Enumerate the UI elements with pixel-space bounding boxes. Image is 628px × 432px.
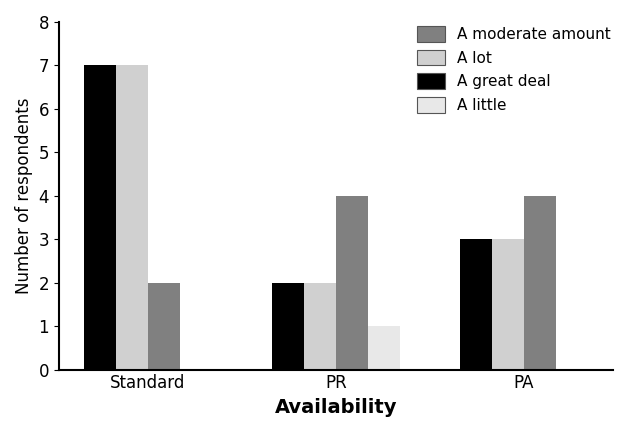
X-axis label: Availability: Availability (274, 398, 397, 417)
Bar (148, 283, 180, 370)
Bar (336, 196, 368, 370)
Bar (524, 196, 556, 370)
Legend: A moderate amount, A lot, A great deal, A little: A moderate amount, A lot, A great deal, … (418, 26, 611, 113)
Bar (460, 239, 492, 370)
Bar (84, 65, 116, 370)
Bar (492, 239, 524, 370)
Bar (304, 283, 336, 370)
Bar (116, 65, 148, 370)
Y-axis label: Number of respondents: Number of respondents (15, 98, 33, 294)
Bar (368, 326, 400, 370)
Bar (272, 283, 304, 370)
